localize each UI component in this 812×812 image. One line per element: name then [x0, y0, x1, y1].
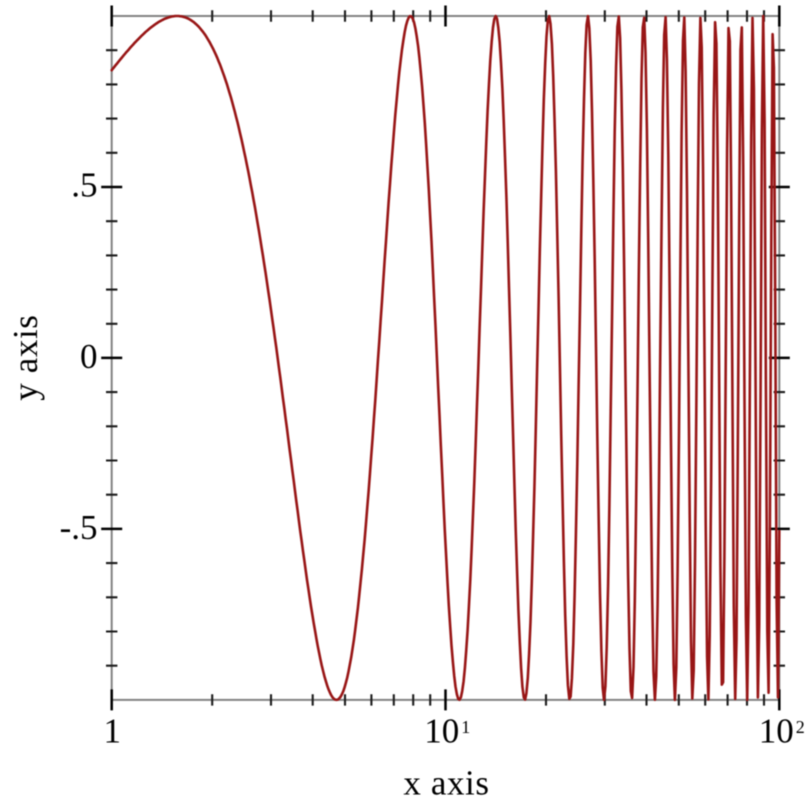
svg-text:y axis: y axis: [6, 314, 45, 400]
svg-text:1: 1: [104, 712, 122, 751]
svg-text:-.5: -.5: [60, 508, 98, 547]
svg-text:0: 0: [80, 337, 98, 376]
svg-text:.5: .5: [71, 166, 97, 205]
svg-text:102: 10 2: [759, 712, 805, 751]
svg-text:x axis: x axis: [403, 763, 489, 802]
